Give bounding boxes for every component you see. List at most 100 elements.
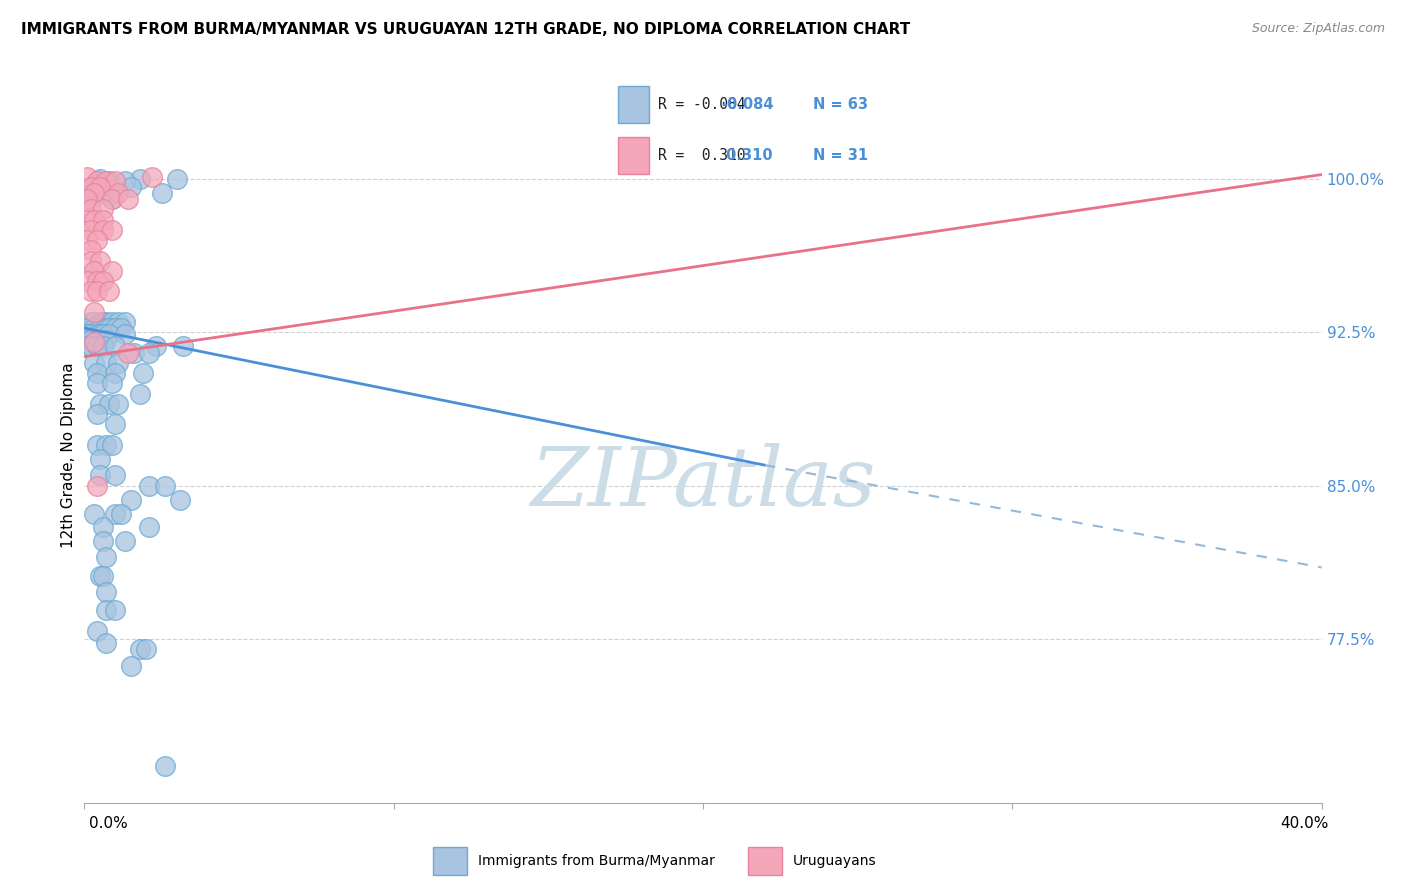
Point xyxy=(76,321,98,335)
Point xyxy=(104,508,127,522)
Text: ZIPatlas: ZIPatlas xyxy=(530,442,876,523)
Point xyxy=(83,212,105,227)
Point xyxy=(83,304,105,318)
Point xyxy=(91,274,114,288)
Point xyxy=(86,233,108,247)
Point xyxy=(172,339,194,353)
Point xyxy=(153,759,176,773)
Point xyxy=(94,438,117,452)
Point xyxy=(94,356,117,370)
Point xyxy=(114,327,136,342)
FancyBboxPatch shape xyxy=(748,847,782,875)
Point xyxy=(104,174,127,188)
Text: Source: ZipAtlas.com: Source: ZipAtlas.com xyxy=(1251,22,1385,36)
Point xyxy=(150,186,173,200)
Point xyxy=(132,366,155,380)
Point xyxy=(101,376,124,391)
Point xyxy=(122,345,145,359)
Point xyxy=(86,624,108,638)
Point xyxy=(76,334,98,348)
Text: -0.084: -0.084 xyxy=(721,97,773,112)
Point xyxy=(79,315,101,329)
Point xyxy=(98,327,121,342)
Point xyxy=(83,186,105,200)
Point xyxy=(89,468,111,483)
Point xyxy=(76,327,98,342)
Point xyxy=(114,315,136,329)
Y-axis label: 12th Grade, No Diploma: 12th Grade, No Diploma xyxy=(60,362,76,548)
Point xyxy=(89,327,111,342)
Point xyxy=(91,186,114,200)
Point xyxy=(83,315,105,329)
Text: N = 31: N = 31 xyxy=(813,148,868,163)
Point xyxy=(129,642,152,657)
Point xyxy=(86,339,108,353)
Point xyxy=(83,508,105,522)
Point xyxy=(98,284,121,298)
Point xyxy=(91,327,114,342)
Point xyxy=(104,366,127,380)
Point xyxy=(107,315,129,329)
Point xyxy=(107,356,129,370)
Point xyxy=(83,178,105,192)
Point xyxy=(76,233,98,247)
Point xyxy=(129,171,152,186)
Text: 40.0%: 40.0% xyxy=(1281,816,1329,831)
Point xyxy=(91,223,114,237)
Point xyxy=(83,321,105,335)
Point xyxy=(114,174,136,188)
Point xyxy=(153,478,176,492)
Point xyxy=(110,321,132,335)
Point xyxy=(104,321,127,335)
Point xyxy=(91,339,114,353)
Point xyxy=(89,179,111,194)
Point xyxy=(120,179,142,194)
Point xyxy=(138,519,160,533)
Point xyxy=(91,533,114,548)
Point xyxy=(101,192,124,206)
Point xyxy=(76,192,98,206)
FancyBboxPatch shape xyxy=(433,847,467,875)
Point xyxy=(101,192,124,206)
Point xyxy=(79,179,101,194)
Point xyxy=(94,550,117,565)
Point xyxy=(101,264,124,278)
Point xyxy=(114,533,136,548)
Point xyxy=(89,315,111,329)
Point xyxy=(89,171,111,186)
Text: 0.0%: 0.0% xyxy=(89,816,128,831)
Point xyxy=(89,321,111,335)
Point xyxy=(79,327,101,342)
Point xyxy=(83,335,105,350)
Point xyxy=(166,171,188,186)
Point xyxy=(94,585,117,599)
Point xyxy=(86,174,108,188)
Point xyxy=(98,321,121,335)
Point xyxy=(101,438,124,452)
Point xyxy=(83,356,105,370)
Point xyxy=(89,397,111,411)
Point xyxy=(91,519,114,533)
Point xyxy=(79,253,101,268)
Point xyxy=(89,568,111,582)
Point xyxy=(76,169,98,184)
Point xyxy=(135,642,157,657)
Point xyxy=(79,223,101,237)
Point xyxy=(104,339,127,353)
Point xyxy=(83,264,105,278)
Point xyxy=(79,244,101,258)
Point xyxy=(91,202,114,217)
Point xyxy=(86,274,108,288)
Point xyxy=(120,658,142,673)
Point xyxy=(86,478,108,492)
Point xyxy=(101,223,124,237)
Point xyxy=(76,339,98,353)
Point xyxy=(107,397,129,411)
Point xyxy=(91,212,114,227)
Point xyxy=(86,284,108,298)
Point xyxy=(94,315,117,329)
Text: IMMIGRANTS FROM BURMA/MYANMAR VS URUGUAYAN 12TH GRADE, NO DIPLOMA CORRELATION CH: IMMIGRANTS FROM BURMA/MYANMAR VS URUGUAY… xyxy=(21,22,910,37)
Point xyxy=(94,636,117,650)
Text: R =  0.310: R = 0.310 xyxy=(658,148,745,163)
FancyBboxPatch shape xyxy=(617,137,648,174)
